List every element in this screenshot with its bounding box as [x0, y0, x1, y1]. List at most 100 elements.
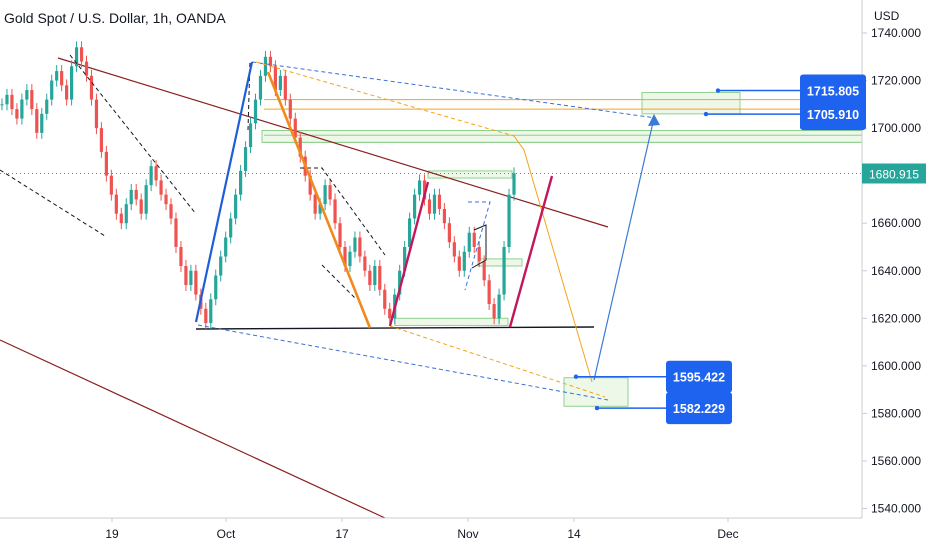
- candle-body: [35, 109, 39, 133]
- candle-body: [25, 90, 29, 100]
- candle-body: [308, 175, 312, 195]
- candle-body: [427, 199, 432, 214]
- candle-body: [79, 47, 84, 62]
- candle-body: [10, 94, 14, 110]
- candles: [0, 41, 516, 329]
- candle-body: [0, 104, 4, 106]
- y-tick-label: 1660.000: [871, 216, 921, 230]
- impulse-red-line: [388, 181, 430, 327]
- candle-body: [184, 266, 188, 286]
- y-tick-label: 1560.000: [871, 454, 921, 468]
- candle-body: [69, 66, 74, 100]
- target-zone-upper: [641, 91, 741, 115]
- candle-body: [65, 85, 69, 100]
- candle-body: [20, 99, 24, 119]
- price-badge: [666, 360, 732, 393]
- target-zone-lower: [563, 377, 629, 407]
- impulse-blue-line: [194, 61, 254, 323]
- pattern-dashed-line: [0, 169, 106, 237]
- candle-body: [338, 223, 342, 247]
- candle-body: [268, 56, 273, 67]
- candle-body: [164, 194, 168, 205]
- candle-body: [124, 204, 128, 224]
- candle-body: [457, 256, 461, 271]
- projection-blue-upper: [251, 61, 657, 119]
- candle-body: [109, 175, 113, 195]
- candle-body: [437, 194, 442, 209]
- candle-body: [134, 189, 138, 200]
- candle-body: [497, 294, 501, 319]
- target-arrowhead: [648, 114, 660, 126]
- candle-body: [119, 213, 123, 224]
- price-callout-dot: [594, 405, 600, 411]
- pattern-dashed-line: [321, 264, 356, 299]
- candle-body: [214, 275, 218, 300]
- price-callout-dot: [715, 88, 721, 93]
- support-zone: [394, 317, 509, 326]
- candle-body: [154, 166, 158, 181]
- candle-body: [383, 289, 387, 309]
- candle-body: [30, 90, 34, 110]
- candle-body: [169, 204, 173, 219]
- candle-body: [194, 270, 198, 295]
- candle-body: [328, 185, 332, 200]
- projection-blue-small: [464, 201, 491, 291]
- candle-body: [358, 237, 362, 257]
- channel-lower-line: [0, 339, 386, 519]
- candle-body: [84, 61, 89, 76]
- candle-body: [253, 99, 258, 124]
- candle-body: [502, 246, 506, 295]
- candle-body: [422, 180, 427, 200]
- projection-orange-upper: [255, 61, 515, 137]
- candle-body: [412, 194, 417, 219]
- price-callout-dot: [703, 111, 709, 117]
- candle-body: [239, 170, 243, 195]
- candle-body: [104, 151, 108, 176]
- candle-body: [209, 299, 213, 324]
- y-tick-label: 1720.000: [871, 74, 921, 88]
- price-badge: [666, 392, 732, 425]
- x-tick-label: 14: [567, 527, 581, 541]
- candle-body: [204, 308, 208, 324]
- candle-body: [363, 256, 367, 271]
- candle-body: [258, 75, 263, 100]
- candle-body: [189, 270, 193, 286]
- candle-body: [139, 199, 143, 214]
- y-tick-label: 1740.000: [871, 26, 921, 40]
- candle-body: [487, 280, 491, 305]
- y-tick-label: 1700.000: [871, 121, 921, 135]
- drawings-front: [0, 54, 660, 401]
- candle-body: [477, 246, 481, 262]
- candle-body: [403, 246, 407, 271]
- candle-body: [174, 218, 178, 247]
- candle-body: [273, 66, 277, 91]
- candle-body: [417, 180, 422, 195]
- candle-body: [15, 109, 19, 119]
- candle-body: [288, 99, 292, 119]
- candle-body: [343, 246, 347, 266]
- candle-body: [40, 113, 44, 133]
- candle-body: [318, 204, 322, 214]
- support-line: [195, 326, 595, 330]
- candle-body: [243, 147, 248, 171]
- candle-body: [50, 80, 54, 100]
- candle-body: [114, 194, 118, 214]
- candle-body: [60, 71, 64, 86]
- candle-body: [94, 99, 99, 129]
- candle-body: [353, 237, 357, 252]
- candle-body: [467, 232, 471, 252]
- candle-body: [373, 266, 377, 286]
- chart-title: Gold Spot / U.S. Dollar, 1h, OANDA: [4, 10, 226, 26]
- candle-body: [323, 185, 327, 205]
- x-tick-label: Dec: [717, 527, 738, 541]
- projection-blue-lower: [197, 324, 609, 401]
- x-tick-label: 17: [335, 527, 349, 541]
- current-price-badge: [862, 163, 926, 184]
- pattern-dashed-line: [69, 54, 197, 215]
- candle-body: [219, 256, 223, 276]
- price-labels: 1715.805 1705.910 1595.422 1582.229 1680.915: [573, 74, 926, 425]
- x-tick-label: Nov: [457, 527, 478, 541]
- y-tick-label: 1540.000: [871, 501, 921, 515]
